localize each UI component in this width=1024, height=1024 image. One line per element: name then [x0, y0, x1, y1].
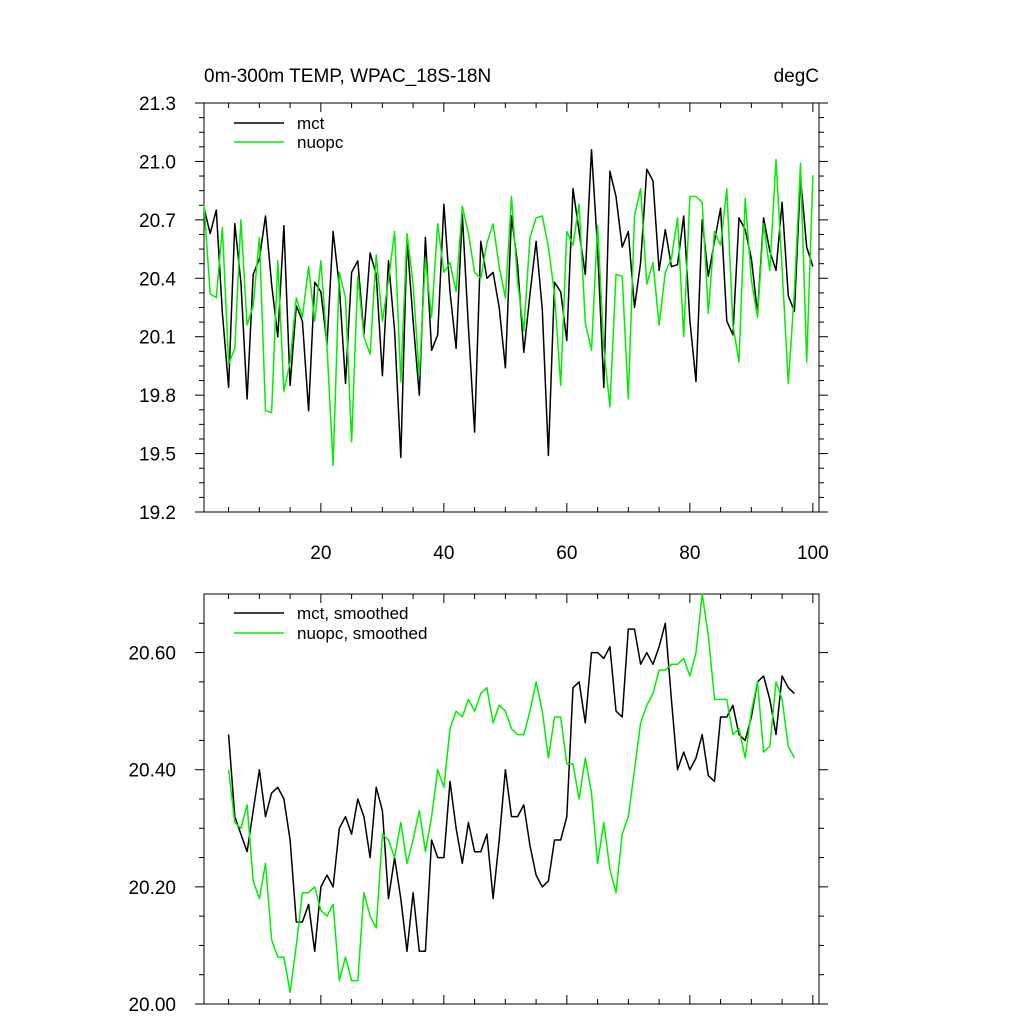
- bottom-y-tick-label: 20.40: [128, 761, 176, 782]
- bottom-axis-ticks: 20.00 20.20 20.40 20.60: [128, 594, 828, 1016]
- top-x-tick-label: 40: [433, 543, 454, 564]
- top-y-tick-label: 19.2: [139, 503, 176, 524]
- bottom-series-lines: [227, 593, 796, 994]
- bottom-panel: 20.00 20.20 20.40 20.60 mct, smoothed nuopc…: [128, 593, 828, 1016]
- top-series-line-nuopc: [203, 158, 814, 467]
- top-x-tick-label: 60: [556, 543, 577, 564]
- top-y-tick-label: 21.3: [139, 94, 176, 115]
- top-chart-title: 0m-300m TEMP, WPAC_18S-18N: [204, 66, 491, 87]
- top-y-tick-label: 20.1: [139, 328, 176, 349]
- top-legend-label-mct: mct: [297, 114, 325, 133]
- top-chart-units: degC: [774, 66, 819, 87]
- bottom-y-tick-label: 20.00: [128, 995, 176, 1016]
- top-x-tick-label: 20: [310, 543, 331, 564]
- top-y-tick-label: 20.4: [139, 269, 176, 290]
- bottom-y-tick-label: 20.20: [128, 878, 176, 899]
- top-legend-label-nuopc: nuopc: [297, 133, 344, 152]
- top-series-lines: [203, 148, 814, 467]
- top-series-line-mct: [203, 148, 814, 459]
- bottom-legend: mct, smoothed nuopc, smoothed: [234, 604, 427, 643]
- top-axis-ticks: 20 40 60 80 100 19.2 19.5 19.8 20.1 20.4 20.7 21.0 2…: [139, 94, 829, 564]
- top-y-tick-label: 19.5: [139, 445, 176, 466]
- bottom-y-tick-label: 20.60: [128, 644, 176, 665]
- top-panel: 0m-300m TEMP, WPAC_18S-18N degC 20 40 60 80…: [139, 66, 829, 564]
- bottom-series-line-mct-smoothed: [227, 622, 795, 953]
- bottom-legend-label-nuopc: nuopc, smoothed: [297, 624, 427, 643]
- top-y-tick-label: 20.7: [139, 211, 176, 232]
- top-y-tick-label: 21.0: [139, 152, 176, 173]
- top-y-tick-label: 19.8: [139, 386, 176, 407]
- top-legend: mct nuopc: [234, 114, 344, 152]
- bottom-legend-label-mct: mct, smoothed: [297, 604, 409, 623]
- bottom-series-line-nuopc-smoothed: [227, 593, 796, 994]
- top-x-tick-label: 100: [797, 543, 829, 564]
- top-x-tick-label: 80: [679, 543, 700, 564]
